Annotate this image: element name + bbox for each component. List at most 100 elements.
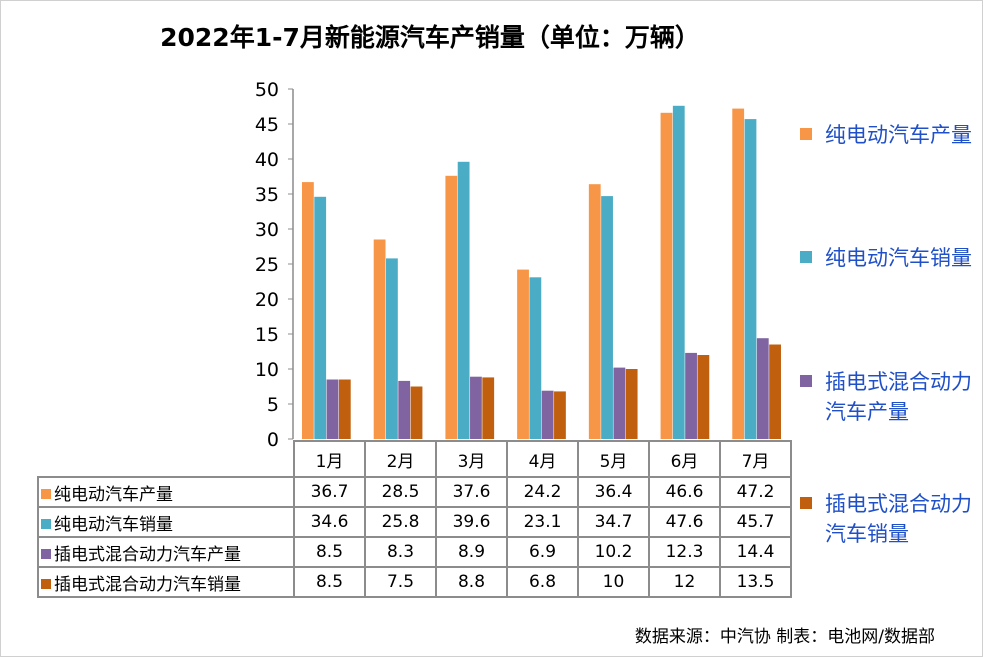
table-row: 插电式混合动力汽车产量 8.5 8.3 8.9 6.9 10.2 12.3 14.4 bbox=[37, 536, 792, 568]
bar-3-6月 bbox=[697, 355, 710, 439]
y-tick-label: 45 bbox=[255, 114, 279, 136]
y-tick-label: 0 bbox=[267, 429, 279, 451]
bar-1-5月 bbox=[601, 196, 613, 439]
bar-1-7月 bbox=[744, 119, 757, 439]
bar-3-3月 bbox=[482, 377, 495, 439]
bar-0-1月 bbox=[302, 182, 314, 439]
data-label: 39.6 bbox=[435, 506, 508, 538]
bar-0-7月 bbox=[732, 108, 745, 439]
data-label: 6.9 bbox=[506, 536, 579, 568]
legend-item: 插电式混合动力汽车产量 bbox=[800, 367, 980, 427]
data-label: 28.5 bbox=[364, 476, 437, 508]
data-label: 8.9 bbox=[435, 536, 508, 568]
y-tick-label: 30 bbox=[255, 219, 279, 241]
y-tick-label: 50 bbox=[255, 79, 279, 101]
bar-2-5月 bbox=[613, 367, 626, 439]
bar-3-7月 bbox=[769, 344, 781, 439]
y-tick-label: 25 bbox=[255, 254, 279, 276]
data-label: 37.6 bbox=[435, 476, 508, 508]
data-label: 46.6 bbox=[648, 476, 721, 508]
data-label: 8.8 bbox=[435, 566, 508, 598]
data-label: 8.5 bbox=[293, 566, 366, 598]
legend-swatch-icon bbox=[800, 251, 812, 263]
series-label-cell: 插电式混合动力汽车销量 bbox=[37, 566, 295, 598]
y-tick-label: 20 bbox=[255, 289, 279, 311]
y-tick-label: 15 bbox=[255, 324, 279, 346]
bar-2-7月 bbox=[756, 338, 769, 439]
data-label: 12 bbox=[648, 566, 721, 598]
data-label: 13.5 bbox=[719, 566, 792, 598]
series-name: 纯电动汽车销量 bbox=[54, 514, 173, 535]
bar-1-6月 bbox=[672, 105, 685, 440]
table-header-month: 2月 bbox=[364, 440, 437, 478]
bar-1-3月 bbox=[457, 161, 470, 440]
legend-swatch-icon bbox=[41, 488, 51, 499]
legend-label: 纯电动汽车销量 bbox=[825, 246, 972, 270]
series-label-cell: 插电式混合动力汽车产量 bbox=[37, 536, 295, 568]
y-tick-label: 40 bbox=[255, 149, 279, 171]
data-label: 45.7 bbox=[719, 506, 792, 538]
data-label: 23.1 bbox=[506, 506, 579, 538]
legend-label: 插电式混合动力汽车产量 bbox=[825, 370, 972, 424]
legend-label: 插电式混合动力汽车销量 bbox=[825, 492, 972, 546]
bar-2-2月 bbox=[398, 380, 411, 439]
data-table: 1月 2月 3月 4月 5月 6月 7月 纯电动汽车产量 36.7 28.5 37.6 24.2 36.… bbox=[37, 440, 792, 598]
table-header-month: 6月 bbox=[648, 440, 721, 478]
source-note: 数据来源：中汽协 制表：电池网/数据部 bbox=[634, 627, 935, 647]
legend-swatch-icon bbox=[41, 578, 51, 589]
legend-label: 纯电动汽车产量 bbox=[825, 123, 972, 147]
chart-title: 2022年1-7月新能源汽车产销量（单位：万辆） bbox=[160, 23, 700, 52]
legend-item: 纯电动汽车产量 bbox=[800, 120, 980, 150]
legend-swatch-icon bbox=[41, 548, 51, 559]
legend-swatch-icon bbox=[800, 128, 812, 140]
bar-2-1月 bbox=[326, 379, 339, 439]
bar-1-1月 bbox=[314, 196, 327, 439]
data-label: 12.3 bbox=[648, 536, 721, 568]
bar-3-4月 bbox=[554, 391, 566, 439]
data-label: 14.4 bbox=[719, 536, 792, 568]
bar-2-3月 bbox=[470, 376, 482, 439]
data-label: 8.5 bbox=[293, 536, 366, 568]
table-corner bbox=[38, 441, 294, 477]
bar-2-4月 bbox=[541, 390, 554, 439]
data-label: 10.2 bbox=[577, 536, 650, 568]
data-label: 36.4 bbox=[577, 476, 650, 508]
legend-swatch-icon bbox=[800, 375, 812, 387]
table-header-month: 3月 bbox=[435, 440, 508, 478]
bar-0-6月 bbox=[660, 112, 673, 440]
table-header-month: 5月 bbox=[577, 440, 650, 478]
bar-2-6月 bbox=[685, 352, 697, 439]
data-label: 6.8 bbox=[506, 566, 579, 598]
legend-swatch-icon bbox=[41, 518, 51, 529]
bar-0-3月 bbox=[445, 175, 458, 440]
series-label-cell: 纯电动汽车产量 bbox=[37, 476, 295, 508]
series-name: 插电式混合动力汽车产量 bbox=[54, 544, 241, 565]
bar-0-2月 bbox=[373, 239, 386, 439]
y-tick-label: 5 bbox=[267, 394, 279, 416]
bar-1-2月 bbox=[386, 258, 398, 439]
y-tick-label: 35 bbox=[255, 184, 279, 206]
legend-item: 插电式混合动力汽车销量 bbox=[800, 489, 980, 549]
data-label: 34.6 bbox=[293, 506, 366, 538]
bar-0-5月 bbox=[588, 184, 601, 439]
legend-swatch-icon bbox=[800, 497, 812, 509]
data-label: 25.8 bbox=[364, 506, 437, 538]
data-label: 36.7 bbox=[293, 476, 366, 508]
bar-3-2月 bbox=[410, 386, 423, 439]
table-row: 纯电动汽车销量 34.6 25.8 39.6 23.1 34.7 47.6 45.7 bbox=[37, 506, 792, 538]
bar-3-1月 bbox=[338, 379, 351, 439]
table-row: 插电式混合动力汽车销量 8.5 7.5 8.8 6.8 10 12 13.5 bbox=[37, 566, 792, 598]
data-label: 47.2 bbox=[719, 476, 792, 508]
table-header-month: 7月 bbox=[719, 440, 792, 478]
table-row: 纯电动汽车产量 36.7 28.5 37.6 24.2 36.4 46.6 47.2 bbox=[37, 476, 792, 508]
data-label: 47.6 bbox=[648, 506, 721, 538]
series-label-cell: 纯电动汽车销量 bbox=[37, 506, 295, 538]
data-label: 10 bbox=[577, 566, 650, 598]
data-label: 8.3 bbox=[364, 536, 437, 568]
table-header-month: 1月 bbox=[293, 440, 366, 478]
data-label: 24.2 bbox=[506, 476, 579, 508]
series-name: 插电式混合动力汽车销量 bbox=[54, 574, 241, 595]
table-header-month: 4月 bbox=[506, 440, 579, 478]
bar-0-4月 bbox=[517, 269, 529, 439]
